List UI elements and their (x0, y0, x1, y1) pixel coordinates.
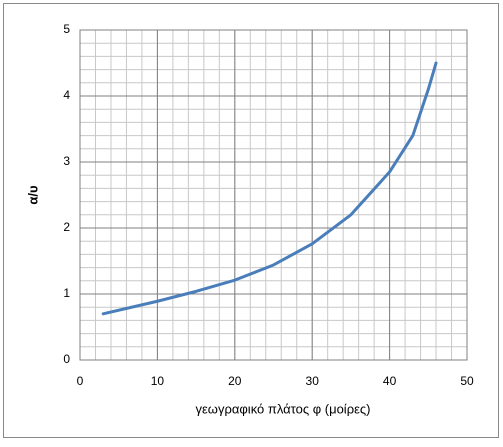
data-line (101, 61, 438, 316)
x-tick-label: 10 (151, 374, 165, 388)
x-tick-label: 20 (228, 374, 242, 388)
x-axis-label: γεωγραφικό πλάτος φ (μοίρες) (196, 401, 371, 416)
y-tick-label: 5 (63, 22, 70, 36)
y-tick-label: 4 (63, 88, 70, 102)
plot-border (79, 29, 468, 361)
y-tick-label: 2 (63, 220, 70, 234)
y-tick-label: 1 (63, 286, 70, 300)
x-tick-label: 30 (306, 374, 320, 388)
y-tick-label: 0 (63, 352, 70, 366)
x-tick-label: 50 (460, 374, 474, 388)
chart-frame (3, 3, 499, 438)
x-tick-label: 40 (383, 374, 397, 388)
y-axis-label: α/υ (25, 185, 40, 205)
y-tick-label: 3 (63, 154, 70, 168)
x-tick-label: 0 (77, 374, 84, 388)
